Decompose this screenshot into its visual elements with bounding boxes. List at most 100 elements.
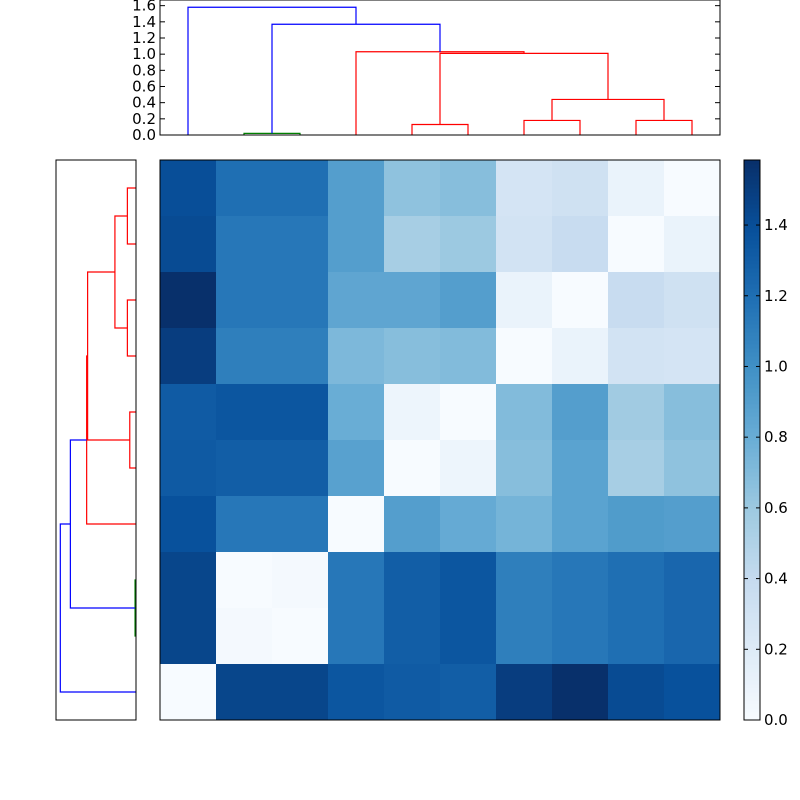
heatmap-cell xyxy=(664,160,721,217)
colorbar-segment xyxy=(744,340,760,345)
colorbar-segment xyxy=(744,200,760,205)
colorbar-segment xyxy=(744,296,760,301)
colorbar-segment xyxy=(744,412,760,417)
heatmap-cell xyxy=(160,160,217,217)
heatmap-cell xyxy=(216,608,273,665)
colorbar-segment xyxy=(744,236,760,241)
left-dendrogram-link xyxy=(129,411,136,469)
colorbar-segment xyxy=(744,444,760,449)
heatmap-cell xyxy=(272,272,329,329)
colorbar-segment xyxy=(744,668,760,673)
colorbar-segment xyxy=(744,332,760,337)
colorbar-segment xyxy=(744,304,760,309)
colorbar-segment xyxy=(744,612,760,617)
colorbar-tick-label: 1.2 xyxy=(764,287,788,305)
colorbar-segment xyxy=(744,572,760,577)
heatmap-cell xyxy=(328,608,385,665)
heatmap-cell xyxy=(384,160,441,217)
colorbar-segment xyxy=(744,604,760,609)
colorbar-segment xyxy=(744,676,760,681)
heatmap-cell xyxy=(440,552,497,609)
colorbar-segment xyxy=(744,596,760,601)
colorbar-segment xyxy=(744,704,760,709)
colorbar-segment xyxy=(744,652,760,657)
heatmap-cell xyxy=(608,440,665,497)
heatmap-cell xyxy=(440,496,497,553)
colorbar-segment xyxy=(744,456,760,461)
colorbar-segment xyxy=(744,700,760,705)
colorbar-segment xyxy=(744,176,760,181)
colorbar-segment xyxy=(744,672,760,677)
colorbar-segment xyxy=(744,392,760,397)
colorbar-segment xyxy=(744,664,760,669)
left-dendrogram xyxy=(55,159,137,721)
colorbar-segment xyxy=(744,528,760,533)
left-dendrogram-link xyxy=(87,271,130,441)
colorbar-segment xyxy=(744,556,760,561)
top-dendrogram-link xyxy=(635,119,693,135)
colorbar-segment xyxy=(744,552,760,557)
colorbar-segment xyxy=(744,508,760,513)
heatmap-cell xyxy=(664,608,721,665)
colorbar-segment xyxy=(744,428,760,433)
heatmap-cell xyxy=(384,272,441,329)
colorbar-segment xyxy=(744,616,760,621)
colorbar: 0.0 0.2 0.4 0.6 0.8 1.0 1.2 1.4 xyxy=(743,159,788,729)
colorbar-segment xyxy=(744,368,760,373)
heatmap-cell xyxy=(552,384,609,441)
heatmap-cell xyxy=(384,664,441,721)
colorbar-segment xyxy=(744,496,760,501)
heatmap-cell xyxy=(552,440,609,497)
top-dendrogram-link xyxy=(439,52,609,125)
colorbar-segment xyxy=(744,600,760,605)
heatmap-cell xyxy=(216,552,273,609)
colorbar-segment xyxy=(744,196,760,201)
colorbar-segment xyxy=(744,504,760,509)
top-dendrogram-tick-label: 1.4 xyxy=(132,13,156,31)
top-dendrogram-tick-label: 0.8 xyxy=(132,61,156,79)
colorbar-segment xyxy=(744,432,760,437)
colorbar-segment xyxy=(744,520,760,525)
heatmap-cell xyxy=(160,216,217,273)
heatmap-cell xyxy=(440,440,497,497)
heatmap-cell xyxy=(664,216,721,273)
heatmap-cell xyxy=(160,608,217,665)
heatmap-cell xyxy=(552,160,609,217)
heatmap-cell xyxy=(496,160,553,217)
colorbar-segment xyxy=(744,244,760,249)
colorbar-segment xyxy=(744,464,760,469)
colorbar-segment xyxy=(744,252,760,257)
colorbar-segment xyxy=(744,352,760,357)
heatmap-cell xyxy=(216,664,273,721)
heatmap-cell xyxy=(328,328,385,385)
heatmap-cell xyxy=(496,272,553,329)
colorbar-segment xyxy=(744,268,760,273)
colorbar-segment xyxy=(744,264,760,269)
colorbar-segment xyxy=(744,696,760,701)
left-dendrogram-frame xyxy=(55,159,137,721)
left-dendrogram-link xyxy=(126,187,136,245)
colorbar-segment xyxy=(744,524,760,529)
heatmap-cell xyxy=(496,496,553,553)
colorbar-segment xyxy=(744,712,760,717)
colorbar-segment xyxy=(744,400,760,405)
heatmap-cell xyxy=(440,664,497,721)
heatmap-cell xyxy=(216,384,273,441)
heatmap-cell xyxy=(216,440,273,497)
heatmap-cell xyxy=(664,384,721,441)
colorbar-segment xyxy=(744,440,760,445)
heatmap-cell xyxy=(608,216,665,273)
colorbar-segment xyxy=(744,276,760,281)
heatmap-cell xyxy=(496,664,553,721)
colorbar-segment xyxy=(744,608,760,613)
heatmap-cell xyxy=(664,272,721,329)
colorbar-segment xyxy=(744,216,760,221)
colorbar-segment xyxy=(744,568,760,573)
heatmap-cell xyxy=(328,160,385,217)
colorbar-segment xyxy=(744,280,760,285)
colorbar-segment xyxy=(744,660,760,665)
top-dendrogram-tick-label: 0.4 xyxy=(132,94,156,112)
heatmap-cell xyxy=(272,384,329,441)
colorbar-segment xyxy=(744,408,760,413)
heatmap-cell xyxy=(216,160,273,217)
